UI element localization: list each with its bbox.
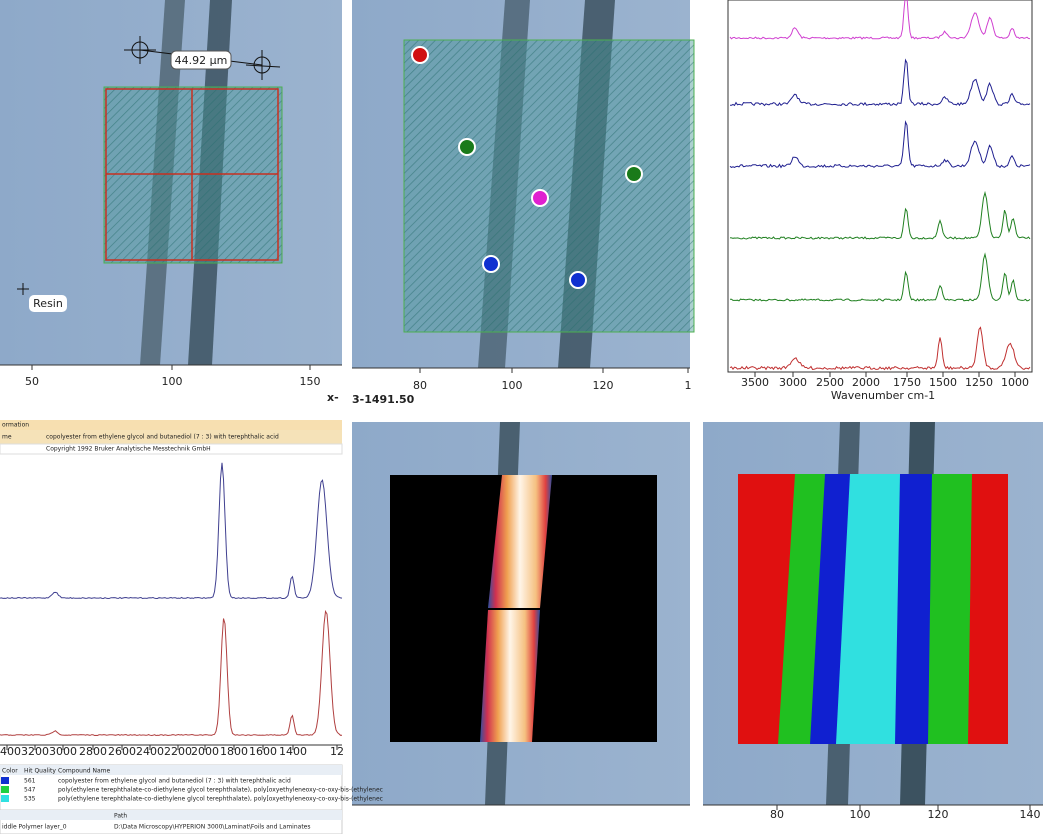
spectrum-trace	[730, 252, 1031, 302]
tick-label: 1400	[279, 745, 307, 758]
spectrum-trace	[0, 462, 343, 600]
tick-label: 100	[502, 379, 523, 392]
tick-label: 120	[928, 808, 949, 821]
tick-label: 1600	[249, 745, 277, 758]
panel-points: 3-1491.50	[352, 0, 695, 406]
spectrum-trace	[729, 0, 1031, 40]
table-cell: copolyester from ethylene glycol and but…	[58, 778, 291, 785]
coordinate-readout: 3-1491.50	[352, 393, 415, 406]
column-header: Hit Quality	[24, 768, 56, 775]
panel-spectra: Wavenumber cm-1	[727, 0, 1033, 402]
measurement-label: 44.92 µm	[175, 54, 228, 67]
table-cell: 561	[24, 778, 36, 785]
tick-label: 100	[162, 375, 183, 388]
tick-label: 80	[770, 808, 784, 821]
table-cell: poly(ethylene terephthalate-co-diethylen…	[58, 796, 383, 803]
path-cell: D:\Data Microscopy\HYPERION 3000\Laminat…	[114, 824, 311, 831]
tick-label: 2000	[852, 376, 880, 389]
tick-label: 12	[330, 745, 344, 758]
tick-label: 1800	[220, 745, 248, 758]
table-cell: poly(ethylene terephthalate-co-diethylen…	[58, 787, 383, 794]
copyright: Copyright 1992 Bruker Analytische Messte…	[46, 446, 211, 453]
tick-label: 140	[1020, 808, 1041, 821]
tick-label: 1500	[929, 376, 957, 389]
panel-search: ormation me copolyester from ethylene gl…	[0, 420, 343, 835]
spectrum-trace	[729, 120, 1031, 169]
tick-label: 50	[25, 375, 39, 388]
tick-label: 2500	[816, 376, 844, 389]
tick-label: 1000	[1001, 376, 1029, 389]
tick-label: 2400	[136, 745, 164, 758]
x-axis-title: Wavenumber cm-1	[831, 389, 935, 402]
tick-label: 120	[593, 379, 614, 392]
column-header: Compound Name	[58, 768, 111, 775]
tick-label: 2600	[108, 745, 136, 758]
panel-image	[352, 422, 690, 806]
axis-fragment: x-	[327, 391, 339, 404]
header-value: copolyester from ethylene glycol and but…	[46, 434, 279, 441]
tick-label: 2000	[191, 745, 219, 758]
tick-label: 3500	[741, 376, 769, 389]
tick-label: 1250	[965, 376, 993, 389]
header-label: me	[2, 434, 12, 441]
tick-label: 100	[850, 808, 871, 821]
tick-label: 3200	[21, 745, 49, 758]
tick-label: 150	[300, 375, 321, 388]
marker-label: Resin	[33, 297, 63, 310]
tick-label: 2800	[79, 745, 107, 758]
panel-measure: 44.92 µm Resin x-	[0, 0, 342, 404]
table-cell: 535	[24, 796, 36, 803]
tick-label: 3400	[0, 745, 21, 758]
tick-label: 3000	[779, 376, 807, 389]
tab-label: ormation	[2, 422, 29, 429]
spectrum-trace	[729, 326, 1031, 371]
tick-label: 2200	[164, 745, 192, 758]
tick-label: 80	[413, 379, 427, 392]
column-header: Color	[2, 768, 18, 775]
table-cell: 547	[24, 787, 36, 794]
path-header: Path	[114, 813, 127, 820]
spectrum-trace	[729, 190, 1031, 240]
spectrum-trace	[0, 609, 343, 737]
tick-label: 1	[685, 379, 692, 392]
tick-label: 3000	[49, 745, 77, 758]
spectrum-trace	[730, 58, 1031, 107]
panel-cluster	[703, 422, 1043, 806]
path-cell: iddle Polymer layer_0	[2, 824, 67, 831]
tick-label: 1750	[893, 376, 921, 389]
